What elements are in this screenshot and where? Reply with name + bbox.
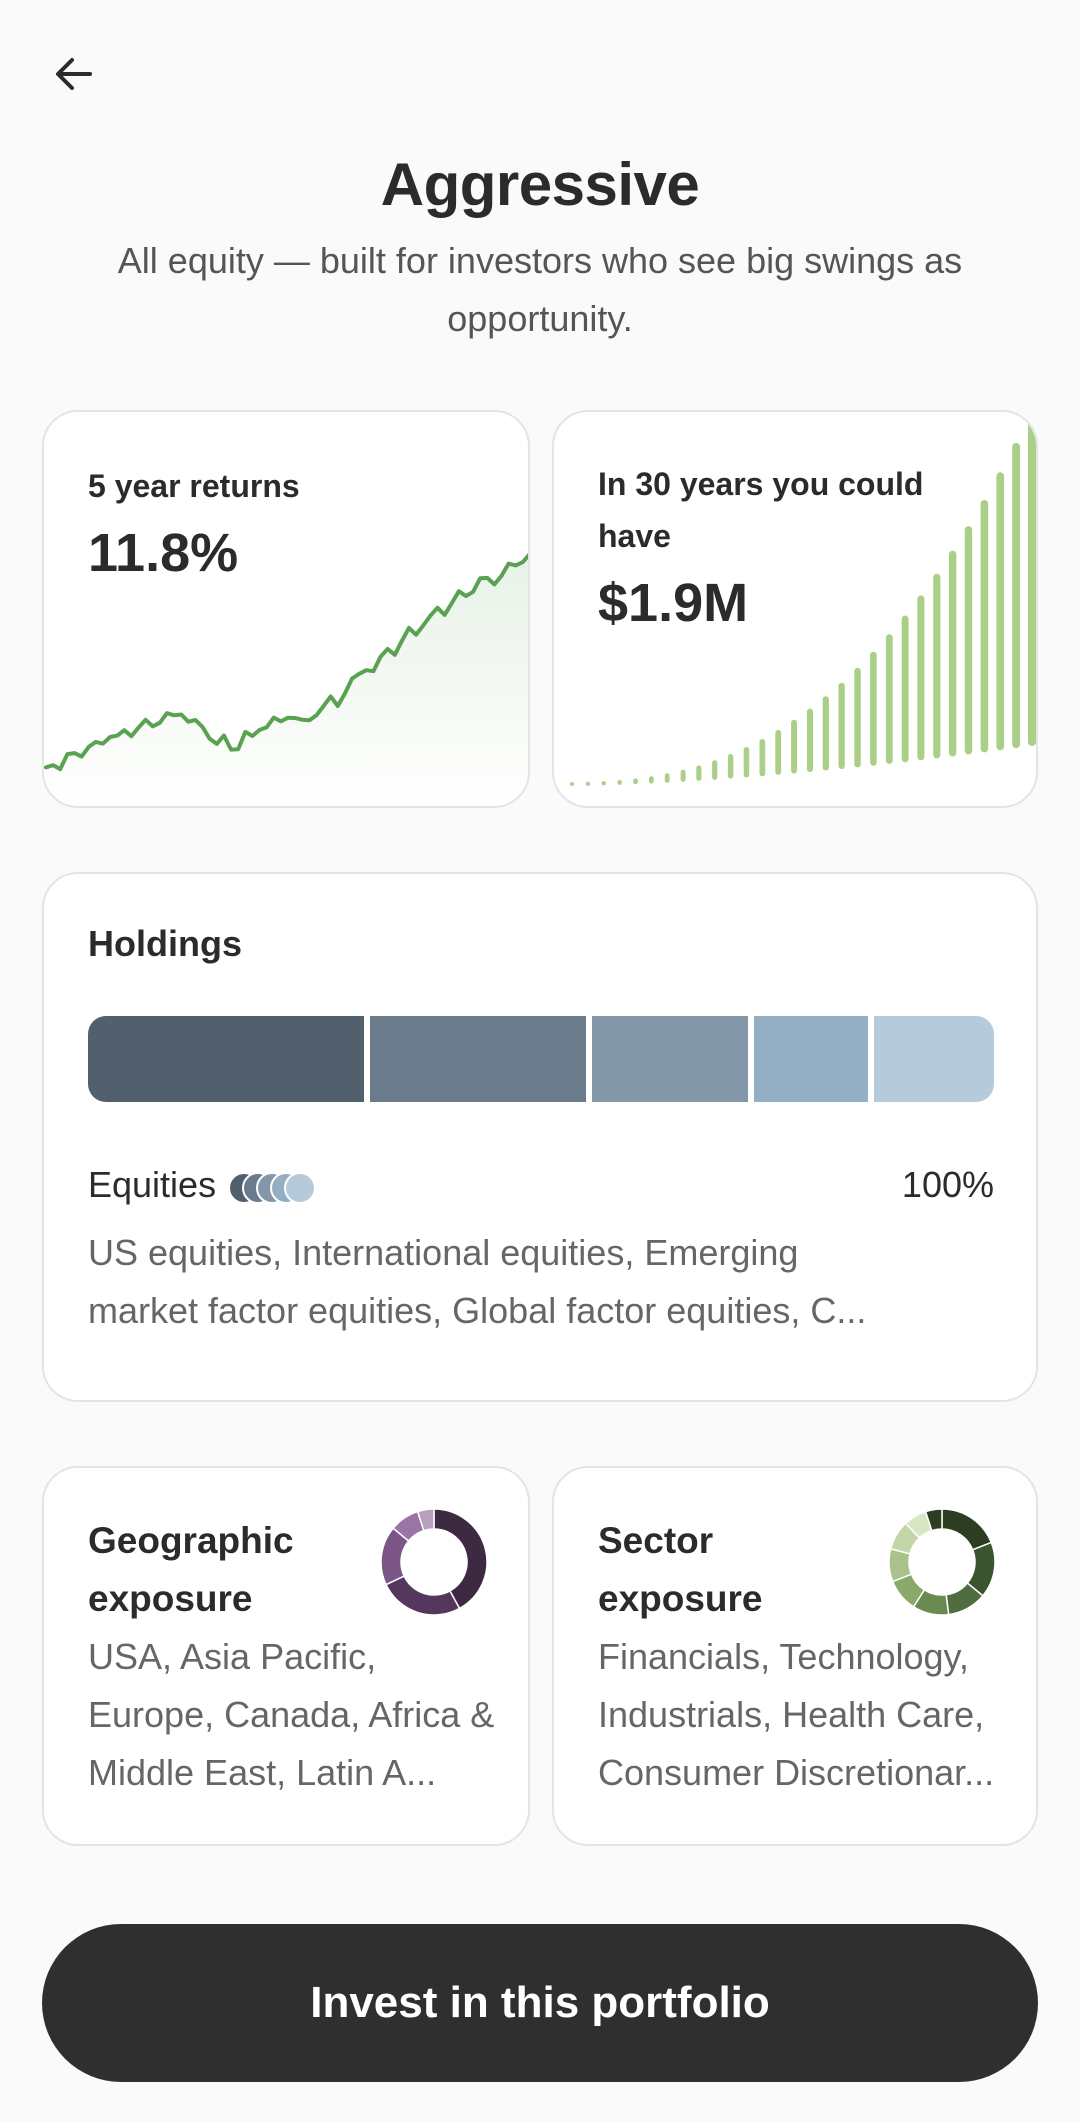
growth-bar [664,773,670,783]
sector-exposure-card[interactable]: Sector exposure Financials, Technology, … [552,1466,1038,1846]
growth-bar [601,781,606,786]
growth-bar [933,573,941,759]
growth-bar [901,615,909,763]
returns-card[interactable]: 5 year returns 11.8% [42,410,530,808]
returns-line [44,553,528,772]
equities-row: Equities 100% [88,1164,994,1214]
page-title: Aggressive [380,151,700,218]
equities-dots [228,1172,328,1206]
growth-bar [822,696,829,771]
holdings-segment[interactable] [753,1016,868,1102]
growth-bar [1028,412,1036,746]
donut-slice [941,1508,993,1551]
growth-bar [680,769,686,782]
growth-bar [1012,443,1021,749]
geographic-exposure-card[interactable]: Geographic exposure USA, Asia Pacific, E… [42,1466,530,1846]
page-subtitle: All equity — built for investors who see… [117,240,963,339]
growth-bar [727,754,734,779]
donut-slice [433,1508,488,1610]
growth-bar [775,729,782,775]
growth-bar [712,760,718,780]
growth-bar [806,708,813,772]
growth-bars [570,412,1036,786]
arrow-left-icon [56,58,92,90]
growth-bar [917,595,925,761]
donut-slice [924,1508,943,1532]
growth-bar [649,776,654,784]
growth-bar [980,500,989,753]
growth-bar [617,780,622,785]
growth-bar [996,472,1005,751]
growth-card[interactable]: In 30 years you could have $1.9M [552,410,1038,808]
returns-sparkline [44,553,528,806]
growth-bar [759,739,766,777]
equities-description: US equities, International equities, Eme… [88,1232,867,1331]
growth-bar [696,765,702,781]
growth-bar [870,651,877,766]
growth-bar [964,526,973,755]
holdings-card[interactable]: Holdings Equities 100% US equities, Inte… [42,872,1038,1402]
holdings-title: Holdings [88,923,242,964]
growth-bar [854,667,861,768]
holdings-bar [88,1016,995,1102]
geographic-description: USA, Asia Pacific, Europe, Canada, Afric… [88,1636,495,1793]
equities-percent: 100% [901,1164,994,1205]
returns-area [46,556,528,806]
growth-bar [633,778,638,785]
growth-bar [838,682,845,769]
growth-bar [743,747,750,778]
growth-bar [791,719,797,774]
donut-slice [416,1508,435,1532]
equities-dot [284,1172,316,1204]
sector-donut [888,1508,996,1616]
growth-bar [585,781,590,786]
sector-description: Financials, Technology, Industrials, Hea… [598,1636,995,1793]
geographic-title: Geographic exposure [88,1520,294,1619]
holdings-segment[interactable] [88,1016,364,1102]
returns-value: 11.8% [88,523,239,583]
growth-bar [570,782,574,786]
sector-title: Sector exposure [598,1520,763,1619]
holdings-segment[interactable] [369,1016,586,1102]
holdings-segment[interactable] [873,1016,995,1102]
growth-bar [949,550,957,757]
returns-label: 5 year returns [88,468,300,504]
holdings-segment[interactable] [591,1016,748,1102]
back-button[interactable] [44,44,104,104]
growth-bar [885,634,893,764]
geographic-donut [380,1508,488,1616]
invest-button[interactable]: Invest in this portfolio [42,1924,1038,2082]
donut-slice [385,1575,461,1616]
equities-label: Equities [88,1164,217,1205]
growth-value: $1.9M [598,573,749,633]
growth-label: In 30 years you could have [598,466,924,554]
